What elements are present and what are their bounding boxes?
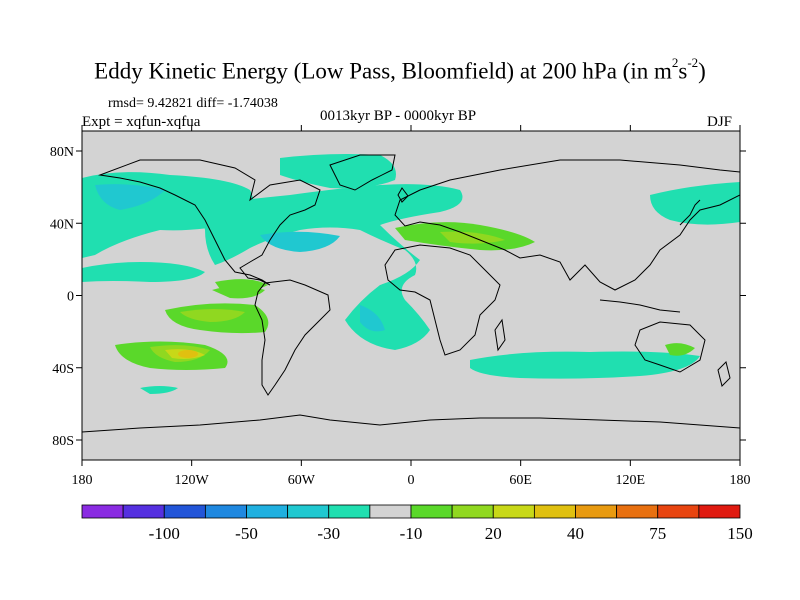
colorbar-swatch (204, 504, 247, 519)
colorbar-swatch (328, 504, 371, 519)
colorbar-label: 75 (649, 524, 666, 543)
plot-title: Eddy Kinetic Energy (Low Pass, Bloomfiel… (94, 55, 706, 84)
x-tick-label: 60E (509, 473, 532, 488)
colorbar: -100 -50 -30 -10 20 40 75 150 (81, 504, 753, 543)
x-tick-label: 120E (616, 473, 646, 488)
anomaly-region-southern-indian-ocean (470, 351, 700, 379)
anomaly-region-pacific-core (95, 184, 165, 210)
x-tick-label: 0 (408, 473, 415, 488)
colorbar-swatch (410, 504, 453, 519)
colorbar-swatch (698, 504, 741, 519)
y-tick-label: 0 (67, 290, 74, 305)
anomaly-region-atlantic-core (260, 231, 340, 252)
japan-outline (679, 199, 701, 226)
madagascar-outline (494, 318, 506, 352)
anomaly-region-north-atlantic (200, 184, 463, 350)
anomaly-region-mediterranean-core (440, 231, 505, 244)
anomaly-region-east-pacific (82, 262, 205, 282)
colorbar-swatch (122, 504, 165, 519)
indonesia-outline (599, 299, 681, 313)
australia-outline (634, 321, 706, 373)
anomaly-region-south-atlantic-core (360, 305, 385, 332)
new-zealand-outline (717, 361, 731, 387)
moderate-negative-regions (95, 184, 385, 332)
period-label: 0013kyr BP - 0000kyr BP (320, 108, 477, 124)
map-axes: 180 120W 60W 0 60E 120E 180 80N 40N 0 40S 80S (50, 125, 751, 488)
anomaly-region-tropical-pacific-positive (180, 309, 245, 322)
anomaly-peak (178, 350, 198, 358)
colorbar-swatch (657, 504, 700, 519)
season-label: DJF (707, 114, 733, 130)
africa-outline (384, 244, 501, 356)
antarctica-outline (82, 414, 740, 433)
y-tick-label: 40N (50, 217, 74, 232)
colorbar-label: 150 (727, 524, 753, 543)
north-america-outline (98, 159, 321, 286)
colorbar-swatch (287, 504, 330, 519)
colorbar-label: -100 (149, 524, 180, 543)
british-isles-outline (397, 187, 409, 203)
colorbar-label: -30 (317, 524, 340, 543)
x-tick-label: 180 (730, 473, 751, 488)
anomaly-region-north-atlantic-tropics (215, 279, 268, 293)
colorbar-swatch (616, 504, 659, 519)
colorbar-label: -10 (400, 524, 423, 543)
x-tick-label: 180 (72, 473, 93, 488)
experiment-label: Expt = xqfun-xqfua (82, 114, 201, 130)
x-tick-label: 120W (175, 473, 210, 488)
stats-label: rmsd= 9.42821 diff= -1.74038 (108, 96, 278, 111)
y-tick-label: 80N (50, 145, 74, 160)
colorbar-label: -50 (235, 524, 258, 543)
colorbar-swatch (246, 504, 289, 519)
colorbar-label: 40 (567, 524, 584, 543)
colorbar-swatch (163, 504, 206, 519)
anomaly-region-south-pacific (140, 386, 178, 394)
colorbar-swatch (492, 504, 535, 519)
colorbar-label: 20 (485, 524, 502, 543)
x-tick-label: 60W (288, 473, 316, 488)
colorbar-swatch (369, 504, 412, 519)
colorbar-swatch (451, 504, 494, 519)
greenland-outline (329, 154, 396, 191)
colorbar-swatch (575, 504, 618, 519)
y-tick-label: 80S (52, 434, 74, 449)
map-panel (82, 131, 740, 460)
y-tick-label: 40S (52, 362, 74, 377)
anomaly-region-northeast-pacific (650, 182, 740, 225)
colorbar-swatch (533, 504, 576, 519)
colorbar-swatch (81, 504, 124, 519)
anomaly-region-australia (665, 343, 695, 356)
anomaly-region-arctic (280, 154, 396, 189)
coastlines (82, 154, 740, 433)
south-america-outline (254, 279, 331, 396)
eurasia-outline (394, 159, 740, 291)
